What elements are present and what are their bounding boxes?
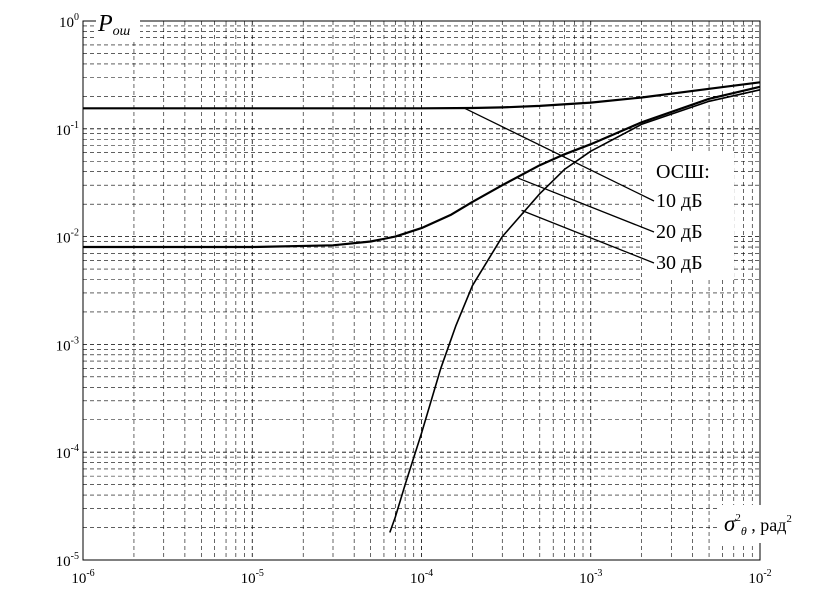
x-tick-label: 10-3 bbox=[579, 568, 602, 587]
y-tick-label: 10-4 bbox=[56, 443, 79, 462]
x-tick-exponent: -3 bbox=[594, 568, 602, 579]
y-tick-base: 10 bbox=[56, 231, 71, 247]
x-tick-label: 10-4 bbox=[410, 568, 433, 587]
y-tick-label: 10-5 bbox=[56, 551, 79, 570]
x-tick-label: 10-5 bbox=[241, 568, 264, 587]
y-tick-label: 10-3 bbox=[56, 335, 79, 354]
callout-title: ОСШ: bbox=[656, 161, 710, 183]
y-tick-label: 100 bbox=[59, 12, 79, 31]
y-tick-label: 10-1 bbox=[56, 120, 79, 139]
callout-leader bbox=[517, 177, 655, 233]
x-tick-exponent: -5 bbox=[256, 568, 264, 579]
y-tick-base: 10 bbox=[59, 15, 74, 31]
callout-label: 20 дБ bbox=[656, 221, 703, 243]
x-axis-label-sub: θ bbox=[741, 524, 747, 538]
plot-frame bbox=[82, 20, 761, 561]
y-tick-exponent: 0 bbox=[74, 12, 79, 23]
y-tick-base: 10 bbox=[56, 338, 71, 354]
y-tick-label: 10-2 bbox=[56, 228, 79, 247]
y-tick-base: 10 bbox=[56, 123, 71, 139]
x-axis-label-main: σ bbox=[724, 511, 737, 536]
callout-leader bbox=[521, 209, 655, 264]
series-line bbox=[83, 81, 761, 110]
x-tick-label: 10-6 bbox=[71, 568, 94, 587]
x-tick-base: 10 bbox=[241, 571, 256, 587]
y-axis-label-sub: ош bbox=[113, 24, 131, 39]
y-tick-exponent: -2 bbox=[71, 228, 79, 239]
y-tick-base: 10 bbox=[56, 446, 71, 462]
x-tick-base: 10 bbox=[71, 571, 86, 587]
series-line bbox=[83, 85, 761, 249]
y-axis-label-main: P bbox=[97, 11, 113, 37]
callout-label: 10 дБ bbox=[656, 190, 703, 212]
x-axis-label-units: , рад bbox=[747, 515, 787, 535]
x-axis-label-sup: 2 bbox=[735, 512, 741, 524]
x-tick-base: 10 bbox=[579, 571, 594, 587]
x-tick-label: 10-2 bbox=[748, 568, 771, 587]
x-axis-label-units-sup: 2 bbox=[786, 513, 792, 525]
tick-labels: 10-6 10-5 10-4 10-3 10-210010-110-210-310-41… bbox=[56, 12, 772, 587]
ylabel-background bbox=[96, 6, 140, 42]
callout-leader bbox=[464, 107, 655, 202]
callout-label: 30 дБ bbox=[656, 252, 703, 274]
x-tick-exponent: -6 bbox=[86, 568, 94, 579]
x-axis-label: σ2θ , рад2 bbox=[724, 511, 792, 538]
x-tick-base: 10 bbox=[410, 571, 425, 587]
grid bbox=[83, 21, 760, 560]
callout-box bbox=[642, 152, 734, 280]
x-tick-exponent: -2 bbox=[763, 568, 771, 579]
x-tick-base: 10 bbox=[748, 571, 763, 587]
y-tick-exponent: -1 bbox=[71, 120, 79, 131]
y-axis-label: Pош bbox=[97, 11, 131, 39]
y-tick-base: 10 bbox=[56, 554, 71, 570]
y-tick-exponent: -4 bbox=[71, 443, 79, 454]
y-tick-exponent: -3 bbox=[71, 335, 79, 346]
x-tick-exponent: -4 bbox=[425, 568, 433, 579]
series-layer bbox=[83, 81, 761, 533]
y-tick-exponent: -5 bbox=[71, 551, 79, 562]
xlabel-background bbox=[719, 505, 831, 543]
series-line bbox=[389, 89, 761, 533]
